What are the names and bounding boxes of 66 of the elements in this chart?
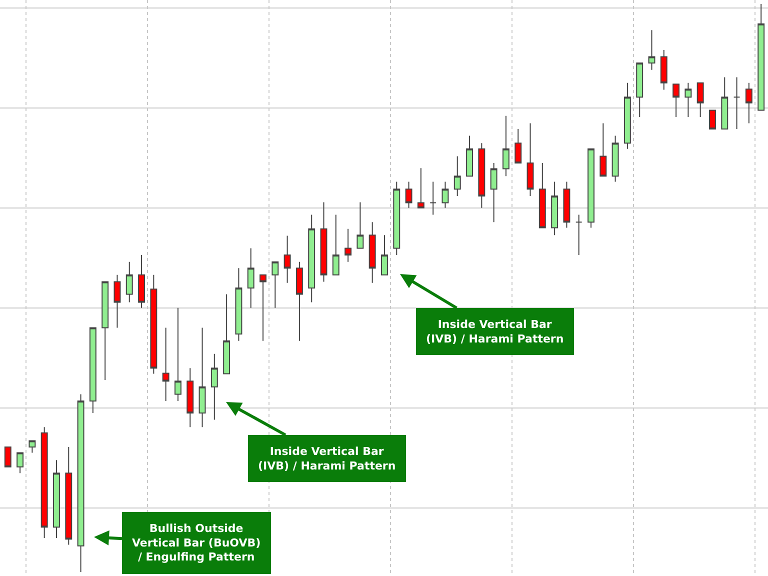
candlestick	[709, 110, 716, 130]
candlestick	[284, 235, 291, 284]
candlestick	[478, 142, 486, 208]
candlestick	[758, 3, 765, 111]
annotation: Bullish Outside Vertical Bar (BuOVB) / Engulfing Pattern	[132, 522, 261, 564]
annotation: Inside Vertical Bar (IVB) / Harami Pattern	[258, 445, 396, 472]
candlestick	[696, 82, 704, 118]
candlestick	[150, 274, 158, 374]
candlestick	[454, 156, 461, 196]
candlestick	[4, 446, 12, 468]
candlestick	[28, 440, 36, 454]
candlestick	[588, 148, 594, 228]
candlestick	[672, 84, 680, 118]
candlestick	[138, 254, 145, 308]
candlestick	[210, 353, 218, 420]
candlestick	[260, 274, 266, 342]
candlestick	[308, 214, 316, 303]
candlestick	[612, 135, 619, 182]
candlestick	[332, 214, 340, 276]
candlestick	[174, 307, 182, 402]
candlestick	[186, 368, 194, 428]
candlestick	[721, 76, 728, 130]
candlestick	[344, 228, 352, 262]
candlestick	[16, 452, 24, 474]
candlestick	[381, 234, 388, 276]
candlestick	[466, 135, 473, 177]
candlestick	[102, 281, 109, 381]
candlestick	[684, 82, 692, 118]
candlestick	[356, 202, 364, 249]
candlestick	[636, 62, 644, 118]
candlestick	[162, 327, 170, 402]
candlestick	[600, 122, 607, 177]
candlestick	[126, 261, 133, 303]
candlestick	[745, 82, 752, 124]
candlestick	[198, 327, 206, 428]
candlestick	[624, 82, 631, 150]
candlestick	[114, 274, 121, 328]
candlestick	[442, 181, 449, 208]
candlestick	[430, 181, 437, 216]
candlestick	[551, 181, 558, 236]
candlestick	[733, 76, 740, 130]
candlestick	[526, 122, 534, 196]
candlestick	[368, 222, 376, 284]
candlestick	[53, 460, 60, 538]
candlestick	[320, 202, 328, 282]
candlestick	[89, 327, 96, 414]
candlestick	[65, 446, 72, 546]
candlestick	[223, 294, 230, 374]
candlestick	[77, 394, 84, 573]
candlestick	[648, 30, 656, 70]
candlestick	[563, 181, 570, 228]
candlestick	[40, 426, 48, 538]
candlestick	[538, 162, 546, 228]
candlestick	[272, 261, 279, 308]
candlestick	[235, 268, 242, 342]
candlestick	[660, 49, 668, 90]
candlestick	[405, 181, 412, 208]
candlestick	[490, 162, 498, 223]
annotation: Inside Vertical Bar (IVB) / Harami Pattern	[426, 318, 564, 346]
candlestick	[417, 168, 424, 208]
candlestick	[296, 261, 303, 342]
candlestick	[393, 181, 400, 256]
candlestick	[247, 248, 254, 308]
candlestick	[502, 115, 510, 177]
candlestick	[514, 128, 522, 164]
candlestick	[575, 214, 582, 256]
